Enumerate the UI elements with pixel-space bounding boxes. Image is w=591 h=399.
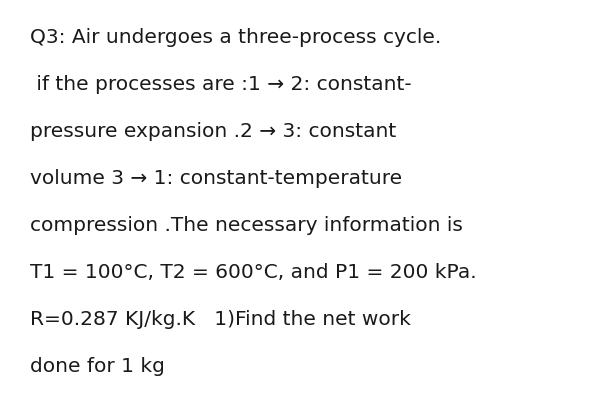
Text: pressure expansion .2 → 3: constant: pressure expansion .2 → 3: constant bbox=[30, 122, 396, 141]
Text: volume 3 → 1: constant-temperature: volume 3 → 1: constant-temperature bbox=[30, 169, 402, 188]
Text: compression .The necessary information is: compression .The necessary information i… bbox=[30, 216, 463, 235]
Text: T1 = 100°C, T2 = 600°C, and P1 = 200 kPa.: T1 = 100°C, T2 = 600°C, and P1 = 200 kPa… bbox=[30, 263, 476, 282]
Text: Q3: Air undergoes a three-process cycle.: Q3: Air undergoes a three-process cycle. bbox=[30, 28, 441, 47]
Text: done for 1 kg: done for 1 kg bbox=[30, 357, 165, 376]
Text: R=0.287 KJ/kg.K   1)Find the net work: R=0.287 KJ/kg.K 1)Find the net work bbox=[30, 310, 411, 329]
Text: if the processes are :1 → 2: constant-: if the processes are :1 → 2: constant- bbox=[30, 75, 411, 94]
